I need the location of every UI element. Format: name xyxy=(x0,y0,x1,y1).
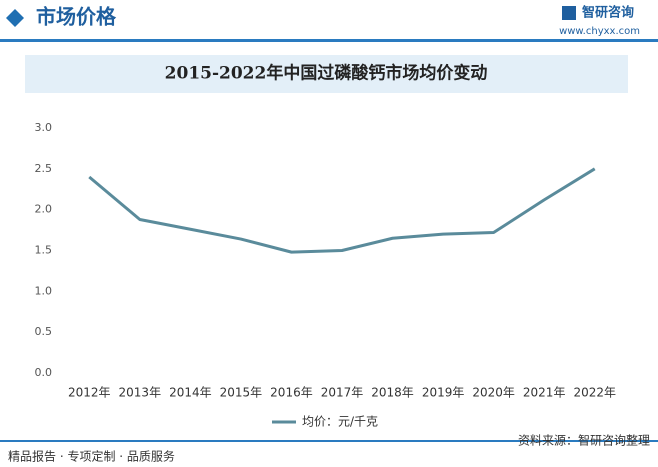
website: www.chyxx.com xyxy=(559,26,640,37)
logo-icon xyxy=(562,6,576,20)
y-tick-label: 2.5 xyxy=(35,162,53,175)
x-tick-label: 2013年 xyxy=(119,386,162,400)
x-tick-label: 2021年 xyxy=(523,386,566,400)
x-tick-label: 2022年 xyxy=(573,386,616,400)
legend-label: 均价：元/千克 xyxy=(302,415,378,429)
header-icon xyxy=(6,9,24,27)
x-tick-label: 2016年 xyxy=(270,386,313,400)
x-tick-label: 2012年 xyxy=(68,386,111,400)
y-tick-label: 1.0 xyxy=(35,284,53,297)
logo-text: 智研咨询 xyxy=(582,5,634,21)
line-series xyxy=(88,167,596,254)
y-tick-label: 0.5 xyxy=(35,325,53,338)
x-tick-label: 2014年 xyxy=(169,386,212,400)
footer-source: 资料来源：智研咨询整理 xyxy=(518,433,650,448)
title-band xyxy=(25,55,628,93)
x-tick-label: 2015年 xyxy=(220,386,263,400)
header-title: 市场价格 xyxy=(36,5,117,29)
y-tick-label: 3.0 xyxy=(35,121,53,134)
footer-rule xyxy=(0,440,658,442)
x-tick-label: 2019年 xyxy=(422,386,465,400)
y-tick-label: 1.5 xyxy=(35,244,53,257)
y-tick-label: 2.0 xyxy=(35,203,53,216)
x-tick-label: 2017年 xyxy=(321,386,364,400)
chart-title: 2015-2022年中国过磷酸钙市场均价变动 xyxy=(165,63,488,84)
x-tick-label: 2018年 xyxy=(371,386,414,400)
x-tick-label: 2020年 xyxy=(472,386,515,400)
footer-slogan: 精品报告 · 专项定制 · 品质服务 xyxy=(8,449,175,464)
y-tick-label: 0.0 xyxy=(35,366,53,379)
header-rule xyxy=(0,39,658,42)
